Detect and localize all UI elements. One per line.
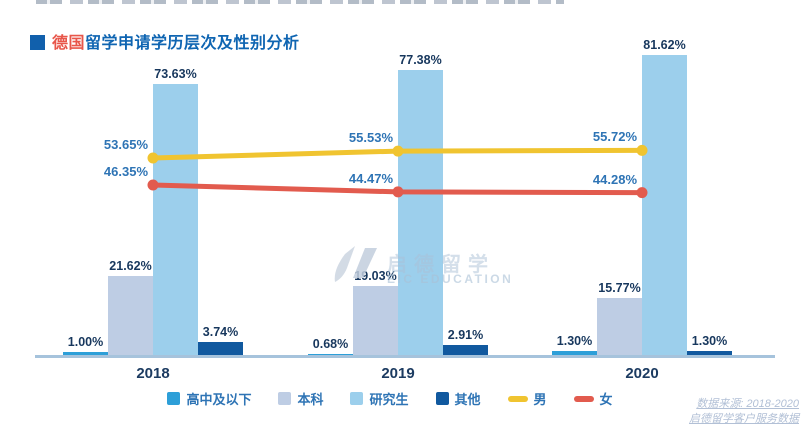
bar-2018-s1: 21.62% (108, 259, 153, 356)
line-value-label: 55.53% (348, 130, 393, 146)
legend-swatch (573, 395, 594, 402)
legend-label: 高中及以下 (186, 392, 252, 407)
bar-value-label: 3.74% (202, 325, 239, 340)
bar-2018-s0: 1.00% (63, 335, 108, 356)
clipped-text-strip (36, 0, 564, 4)
legend-label: 女 (599, 392, 613, 407)
legend: 高中及以下 本科 研究生 其他 男 女 (0, 389, 780, 408)
x-axis-label-2019: 2019 (381, 365, 415, 382)
bar-2020-s0: 1.30% (552, 334, 597, 356)
bar-value-label: 1.30% (556, 334, 593, 349)
bar-value-label: 77.38% (399, 53, 442, 68)
bar-value-label: 1.30% (691, 334, 728, 349)
legend-item: 其他 (435, 389, 481, 408)
bar-value-label: 81.62% (643, 37, 686, 52)
line-value-label: 44.28% (592, 171, 637, 187)
legend-label: 本科 (297, 392, 324, 407)
line-marker (147, 152, 159, 164)
line-value-label: 53.65% (103, 137, 148, 153)
line-marker (636, 144, 648, 156)
legend-label: 其他 (454, 392, 481, 407)
bar-2018-s3: 3.74% (198, 325, 243, 356)
bar-2019-s2: 77.38% (398, 53, 443, 356)
legend-swatch (435, 392, 449, 405)
line-value-label: 44.47% (348, 170, 393, 186)
legend-swatch (350, 392, 364, 405)
x-axis-label-2018: 2018 (136, 365, 170, 382)
line-value-label: 46.35% (103, 163, 148, 179)
legend-item: 本科 (278, 389, 323, 408)
bar-value-label: 2.91% (447, 328, 484, 343)
page-title: 德国留学申请学历层次及性别分析 (30, 29, 300, 53)
title-rest: 留学申请学历层次及性别分析 (85, 35, 300, 52)
bar-2020-s3: 1.30% (687, 334, 732, 356)
line-marker (636, 187, 648, 199)
legend-swatch (278, 392, 292, 405)
lines-layer (147, 144, 648, 199)
bar-value-label: 15.77% (598, 280, 641, 295)
bar-2020-s2: 81.62% (642, 38, 687, 356)
legend-label: 研究生 (369, 392, 409, 407)
line-marker (392, 186, 404, 198)
bar-2019-s3: 2.91% (443, 328, 488, 356)
legend-item: 高中及以下 (167, 389, 251, 408)
legend-swatch (167, 392, 181, 405)
plot-area: 1.00% 21.62% 73.63% 3.74% 0.68% 19.03% 77.38% 2… (35, 38, 775, 358)
x-axis-line (35, 355, 775, 358)
source-note: 数据来源: 2018-2020 启德留学客户服务数据 (689, 397, 799, 427)
legend-item: 男 (507, 389, 547, 408)
title-highlight: 德国 (52, 35, 86, 52)
bar-2018-s2: 73.63% (153, 67, 198, 356)
legend-item: 研究生 (350, 389, 409, 408)
source-note-line2: 启德留学客户服务数据 (689, 413, 799, 425)
line-value-label: 55.72% (592, 129, 637, 145)
bar-2020-s1: 15.77% (597, 281, 642, 356)
bar-value-label: 21.62% (109, 259, 152, 274)
bar-value-label: 0.68% (312, 336, 349, 351)
bar-value-label: 1.00% (67, 335, 104, 350)
x-axis-label-2020: 2020 (625, 365, 659, 382)
line-marker (392, 145, 404, 157)
legend-swatch (507, 395, 528, 402)
legend-label: 男 (533, 392, 547, 407)
line-marker (147, 179, 159, 191)
source-note-line1: 数据来源: 2018-2020 (696, 398, 799, 410)
title-bullet-icon (30, 35, 45, 50)
legend-item: 女 (573, 389, 613, 408)
bar-2019-s0: 0.68% (308, 337, 353, 356)
bar-value-label: 73.63% (154, 67, 197, 82)
